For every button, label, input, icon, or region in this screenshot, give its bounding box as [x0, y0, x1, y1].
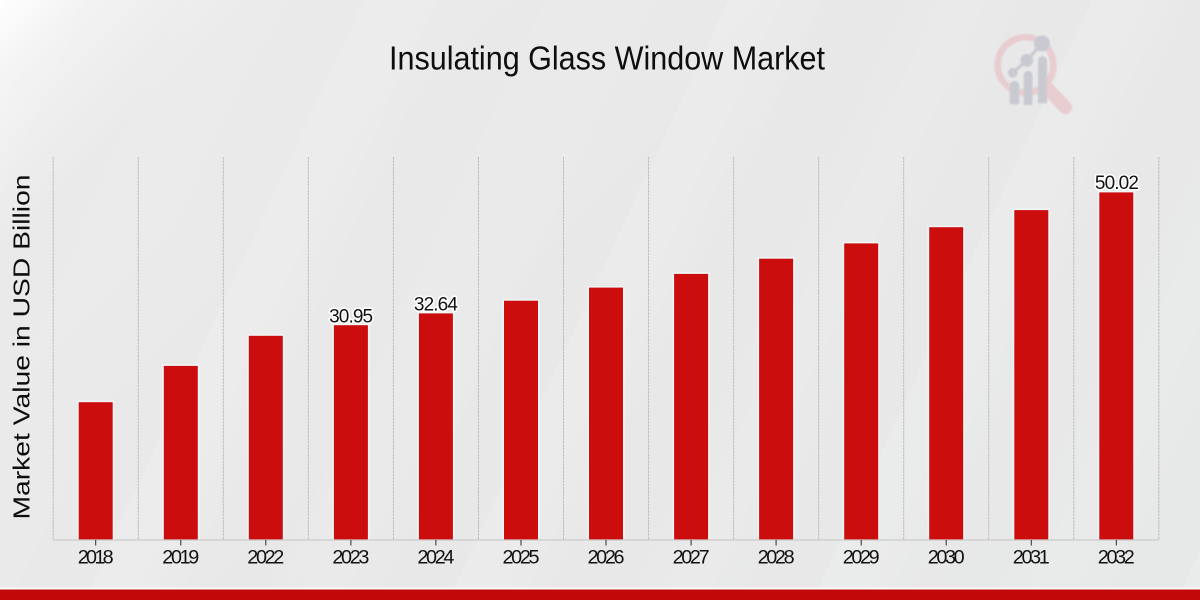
svg-text:2022: 2022 — [247, 547, 284, 569]
svg-text:2024: 2024 — [417, 547, 454, 569]
svg-text:Market Value in USD Billion: Market Value in USD Billion — [8, 174, 34, 519]
svg-text:2018: 2018 — [78, 547, 114, 569]
svg-text:2023: 2023 — [332, 547, 369, 569]
svg-text:2026: 2026 — [588, 547, 625, 569]
svg-text:2031: 2031 — [1013, 547, 1050, 569]
svg-text:50.02: 50.02 — [1095, 173, 1139, 194]
svg-text:32.64: 32.64 — [414, 295, 458, 316]
svg-text:30.95: 30.95 — [329, 306, 373, 327]
svg-text:50.02: 50.02 — [1095, 173, 1139, 194]
svg-text:2027: 2027 — [673, 547, 710, 569]
svg-text:2025: 2025 — [503, 547, 540, 569]
svg-text:2028: 2028 — [758, 547, 795, 569]
svg-text:30.95: 30.95 — [329, 306, 373, 327]
svg-text:2032: 2032 — [1098, 547, 1135, 569]
svg-text:2019: 2019 — [162, 547, 199, 569]
svg-text:2030: 2030 — [928, 547, 965, 569]
svg-text:Insulating Glass Window Market: Insulating Glass Window Market — [389, 41, 826, 78]
svg-text:32.64: 32.64 — [414, 295, 458, 316]
svg-text:2029: 2029 — [843, 547, 880, 569]
